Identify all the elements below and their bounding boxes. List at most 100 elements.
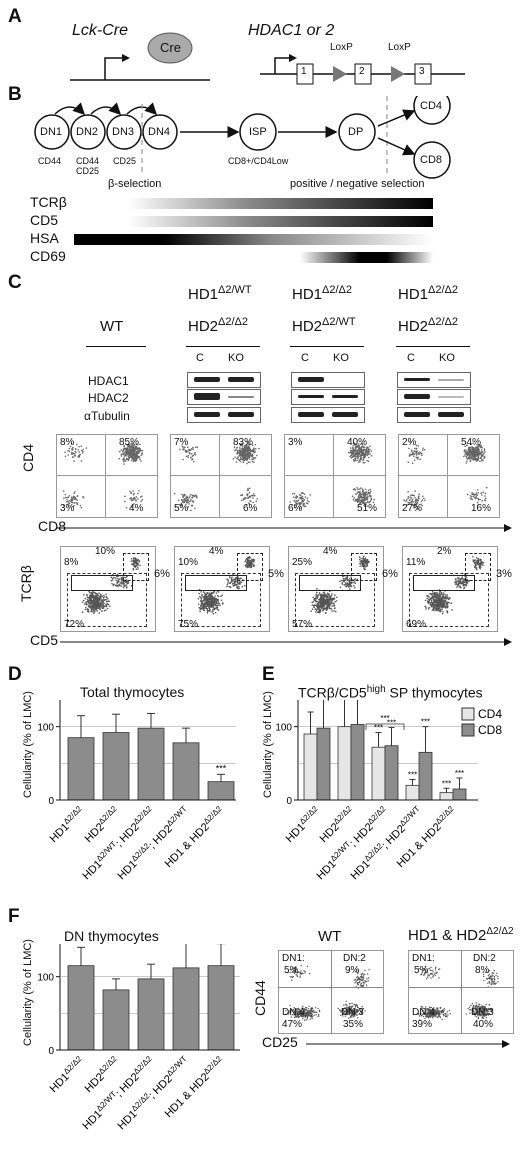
beta-selection-label: β-selection bbox=[108, 178, 162, 190]
ko-dn3-label: DN:3 bbox=[471, 1007, 494, 1018]
bar-label-cd5: CD5 bbox=[30, 212, 59, 228]
hdac-label: HDAC1 or 2 bbox=[248, 22, 335, 39]
cd4-cd8-tr-3: 40% bbox=[347, 437, 368, 448]
y-tick-e-0: 0 bbox=[286, 796, 292, 807]
bar-cd8-5 bbox=[452, 788, 467, 801]
legend-label-cd4: CD4 bbox=[478, 707, 502, 721]
bar-cd8-3 bbox=[384, 745, 399, 801]
genotype-1-header-line2: HD2Δ2/Δ2 bbox=[188, 316, 249, 335]
x-tick-label-5: HD1 & HD2Δ2/Δ2 bbox=[161, 804, 227, 870]
blot-g1-tubulin bbox=[187, 407, 261, 423]
wt-dn3-value: 35% bbox=[343, 1019, 364, 1030]
panel-label-a: A bbox=[8, 6, 22, 27]
panel-label-f: F bbox=[8, 906, 20, 927]
cd4-cd8-br-2: 6% bbox=[243, 503, 258, 514]
cd69-expression-bar bbox=[300, 252, 433, 263]
legend-swatch-cd4 bbox=[461, 707, 475, 721]
y-tick-d-1: 100 bbox=[37, 723, 54, 734]
significance-5: *** bbox=[216, 763, 227, 773]
cd8-axis-label: CD8 bbox=[38, 518, 67, 534]
exon-2: 2 bbox=[359, 66, 365, 77]
tcrb-cd5-b-1: 10% bbox=[95, 546, 116, 557]
exon-3: 3 bbox=[419, 66, 425, 77]
stage-dp: DP bbox=[348, 126, 364, 138]
lck-cre-label: Lck-Cre bbox=[72, 22, 129, 39]
bar-5 bbox=[207, 965, 235, 1051]
genotype-2-header: HD1Δ2/Δ2 bbox=[292, 284, 353, 303]
genotype-3-header: HD1Δ2/Δ2 bbox=[398, 284, 459, 303]
tcrb-cd5-b-2: 4% bbox=[209, 546, 224, 557]
cd4-cd8-tl-2: 7% bbox=[174, 437, 189, 448]
tcrb-cd5-a-1: 8% bbox=[64, 557, 79, 568]
ko-lane-3: KO bbox=[439, 352, 455, 364]
y-tick-f-0: 0 bbox=[48, 1046, 54, 1057]
control-lane-3: C bbox=[407, 352, 415, 364]
cd4-cd8-br-3: 51% bbox=[357, 503, 378, 514]
significance-bracket: *** bbox=[380, 714, 389, 723]
panel-label-e: E bbox=[262, 664, 275, 685]
wt-dn2-label: DN:2 bbox=[343, 953, 366, 964]
wt-dn2-value: 9% bbox=[345, 965, 360, 976]
cd25-axis-label: CD25 bbox=[262, 1034, 298, 1050]
bar-3 bbox=[137, 978, 165, 1051]
loxp-2-label: LoxP bbox=[388, 42, 411, 53]
dn-flow-ko-dots bbox=[417, 965, 499, 1021]
tcrb-cd5-dots-2 bbox=[197, 555, 256, 615]
panel-label-b: B bbox=[8, 84, 22, 105]
ko-dn1-label: DN1: bbox=[412, 953, 435, 964]
wt-dn1-value: 5% bbox=[284, 965, 299, 976]
positive-negative-selection-label: positive / negative selection bbox=[290, 178, 425, 190]
cd4-cd8-tl-3: 3% bbox=[288, 437, 303, 448]
y-tick-d-0: 0 bbox=[48, 796, 54, 807]
tcrb-axis-label: TCRβ bbox=[18, 565, 34, 602]
bar-cd4-3 bbox=[371, 746, 386, 801]
x-tick-label-1: HD1Δ2/Δ2 bbox=[46, 804, 87, 845]
x-tick-label-1: HD1Δ2/Δ2 bbox=[46, 1054, 87, 1095]
x-tick-label-1: HD1Δ2/Δ2 bbox=[282, 804, 323, 845]
marker-dn2-cd44: CD44 bbox=[76, 156, 100, 166]
tcrb-cd5-c-3: 6% bbox=[382, 568, 398, 580]
marker-dn3: CD25 bbox=[113, 156, 137, 166]
tcrb-cd5-d-1: 72% bbox=[64, 619, 85, 630]
bar-2 bbox=[102, 732, 130, 801]
genotype-1-header: HD1Δ2/WT bbox=[188, 284, 252, 303]
blot-g2-hdac1 bbox=[291, 372, 365, 388]
cd5-axis-arrow bbox=[60, 638, 512, 646]
tcrb-cd5-a-3: 25% bbox=[292, 557, 313, 568]
y-tick-f-1: 100 bbox=[37, 973, 54, 984]
ko-dn2-value: 8% bbox=[475, 965, 490, 976]
ko-dn4-value: 39% bbox=[412, 1019, 433, 1030]
ko-lane-2: KO bbox=[333, 352, 349, 364]
cd4-cd8-dots-2 bbox=[173, 440, 260, 512]
tcrb-cd5-d-2: 75% bbox=[178, 619, 199, 630]
tcrb-cd5-a-2: 10% bbox=[178, 557, 199, 568]
bar-cd4-1 bbox=[303, 733, 318, 801]
blot-g1-hdac2 bbox=[187, 389, 261, 405]
cd4-cd8-tl-1: 8% bbox=[60, 437, 75, 448]
panel-label-d: D bbox=[8, 664, 22, 685]
dn-flow-wt-dots bbox=[284, 964, 370, 1021]
x-tick-label-5: HD1 & HD2Δ2/Δ2 bbox=[393, 804, 459, 870]
bar-label-tcrb: TCRβ bbox=[30, 194, 67, 210]
cd4-cd8-flow-plot-3: 3% 40% 6% 51% bbox=[284, 434, 386, 518]
blot-g3-hdac2 bbox=[397, 389, 471, 405]
bar-label-cd69: CD69 bbox=[30, 248, 66, 264]
tcrb-cd5-d-3: 57% bbox=[292, 619, 313, 630]
tcrb-cd5-c-4: 3% bbox=[496, 568, 512, 580]
stage-isp: ISP bbox=[249, 126, 267, 138]
cd4-cd8-flow-plot-4: 2% 54% 27% 16% bbox=[398, 434, 500, 518]
stage-dn4: DN4 bbox=[148, 126, 171, 138]
genotype-3-header-line2: HD2Δ2/Δ2 bbox=[398, 316, 459, 335]
genotype-1-rule bbox=[186, 346, 260, 347]
chart-e-title: TCRβ/CD5high SP thymocytes bbox=[298, 684, 483, 701]
chart-f-ylabel: Cellularity (% of LMC) bbox=[22, 939, 34, 1046]
blot-g3-hdac1 bbox=[397, 372, 471, 388]
chart-e-ylabel: Cellularity (% of LMC) bbox=[262, 691, 274, 798]
cre-label: Cre bbox=[160, 40, 181, 55]
cd4-cd8-bl-4: 27% bbox=[402, 503, 423, 514]
cd4-cd8-br-1: 4% bbox=[129, 503, 144, 514]
cd4-cd8-br-4: 16% bbox=[471, 503, 492, 514]
lck-cre-construct bbox=[70, 32, 210, 81]
